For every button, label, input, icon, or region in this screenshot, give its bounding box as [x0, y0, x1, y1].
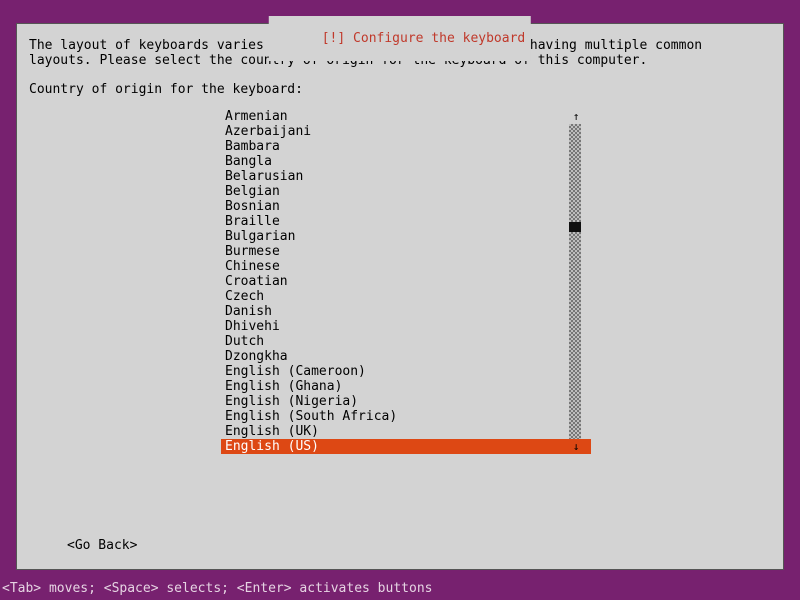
list-item[interactable]: English (Cameroon): [221, 364, 591, 379]
list-item[interactable]: Azerbaijani: [221, 124, 591, 139]
list-item[interactable]: Danish: [221, 304, 591, 319]
list-item[interactable]: Dzongkha: [221, 349, 591, 364]
list-item[interactable]: English (Nigeria): [221, 394, 591, 409]
list-item[interactable]: Chinese: [221, 259, 591, 274]
list-item[interactable]: Belarusian: [221, 169, 591, 184]
dialog-title: [!] Configure the keyboard: [269, 16, 531, 61]
list-item[interactable]: Armenian: [221, 109, 591, 124]
list-item[interactable]: Dhivehi: [221, 319, 591, 334]
list-item[interactable]: English (US): [221, 439, 591, 454]
list-item[interactable]: Belgian: [221, 184, 591, 199]
scrollbar-thumb[interactable]: [569, 222, 581, 232]
scrollbar[interactable]: ↑ ↓: [569, 109, 583, 454]
list-item[interactable]: Braille: [221, 214, 591, 229]
scroll-up-icon[interactable]: ↑: [569, 109, 583, 124]
dialog-prompt: Country of origin for the keyboard:: [29, 82, 771, 97]
dialog-title-text: [!] Configure the keyboard: [322, 31, 526, 46]
list-item[interactable]: Czech: [221, 289, 591, 304]
hint-bar: <Tab> moves; <Space> selects; <Enter> ac…: [2, 581, 432, 596]
list-item[interactable]: Dutch: [221, 334, 591, 349]
list-item[interactable]: English (UK): [221, 424, 591, 439]
list-item[interactable]: English (South Africa): [221, 409, 591, 424]
go-back-button[interactable]: <Go Back>: [67, 538, 137, 553]
screen: [!] Configure the keyboard The layout of…: [0, 0, 800, 600]
list-item[interactable]: Bosnian: [221, 199, 591, 214]
scrollbar-track[interactable]: [569, 124, 581, 439]
list-item[interactable]: Bulgarian: [221, 229, 591, 244]
list-item[interactable]: Bangla: [221, 154, 591, 169]
keyboard-config-dialog: [!] Configure the keyboard The layout of…: [16, 23, 784, 570]
scroll-down-icon[interactable]: ↓: [569, 439, 583, 454]
list-item[interactable]: Burmese: [221, 244, 591, 259]
list-item[interactable]: English (Ghana): [221, 379, 591, 394]
keyboard-layout-list[interactable]: ArmenianAzerbaijaniBambaraBanglaBelarusi…: [221, 109, 591, 454]
list-item[interactable]: Bambara: [221, 139, 591, 154]
list-item[interactable]: Croatian: [221, 274, 591, 289]
